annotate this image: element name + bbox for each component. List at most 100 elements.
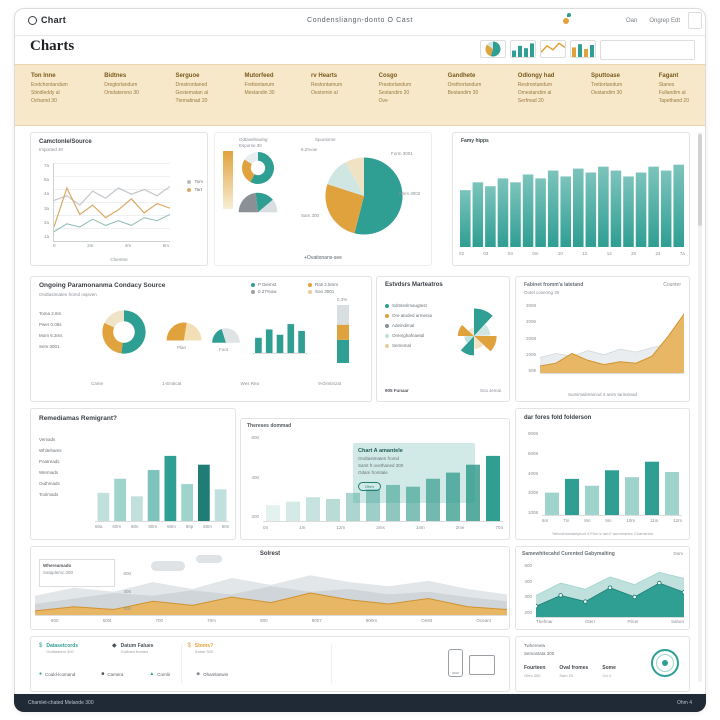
stat-item[interactable]: ◆ Datum Falues Gotham fromes	[112, 643, 153, 654]
category-item[interactable]: Ochamd 30	[31, 98, 57, 104]
category-heading[interactable]: Odlongy had	[517, 73, 555, 79]
category-item[interactable]: Restontamum	[311, 82, 343, 88]
logo-ring-icon	[28, 15, 37, 25]
stat-text: Datum Falues Gotham fromes	[121, 643, 154, 654]
gauge-chart-2	[211, 327, 241, 344]
category-heading[interactable]: Mutorfeed	[244, 73, 274, 79]
category-item[interactable]: Fullandim al	[658, 90, 686, 96]
legend-entry[interactable]: ● Could-lcomand	[39, 671, 75, 677]
chart-thumbnail-3[interactable]	[540, 40, 566, 58]
card-kpi-panorama[interactable]: Ongoing Paramonanma Condacy Source Ondta…	[30, 276, 372, 402]
legend-entry[interactable]: ■ Camera	[101, 671, 123, 677]
card-multi-line[interactable]: Camctonle/Source Imported 30 7a 5a 4a 3a 2a 1…	[30, 132, 208, 266]
scrollbar-thumb[interactable]	[698, 134, 702, 226]
category-item[interactable]: Oestandim 30	[590, 90, 623, 96]
axis-tick-label: Came	[91, 381, 104, 386]
card-teal-histogram[interactable]: Famy hipps 02 03 04 0m 10 12 14 20 24 7a	[452, 132, 690, 266]
stat-item[interactable]: $ Stoms? Same 300	[187, 643, 213, 654]
category-item[interactable]: Drestrontaned	[175, 82, 208, 88]
card-bar-comparison[interactable]: dar fores fold folderson 9008 6008 4008 300…	[515, 408, 690, 540]
category-item[interactable]: Stanes	[658, 82, 675, 88]
category-item[interactable]: Omdaterono 30	[104, 90, 139, 96]
legend-item[interactable]: Adeindimal	[385, 323, 432, 328]
legend-item[interactable]: 0.27%ow	[251, 289, 306, 294]
gauge-label: Foot	[219, 347, 229, 352]
y-axis-ticks: 600 400 200	[119, 571, 131, 611]
legend-entry-label: Camera	[107, 671, 124, 677]
category-item[interactable]: Frettontanum	[244, 82, 275, 88]
card-orange-area[interactable]: Counter Fabinet fromm'a latetand Ootel c…	[515, 276, 690, 402]
header-link-1[interactable]: Oan	[625, 18, 638, 24]
category-item[interactable]: Eretchontandum	[31, 82, 68, 88]
category-item[interactable]: Gestematan al	[175, 90, 208, 96]
category-heading[interactable]: Serguoe	[175, 73, 200, 79]
category-item[interactable]: Oestomin al	[311, 90, 338, 96]
category-item[interactable]: Dregtorlandum	[104, 82, 138, 88]
legend-item[interactable]: Tart	[187, 187, 203, 192]
legend-item[interactable]: Ore atoded armenia	[385, 313, 432, 318]
legend-item[interactable]: Tom	[187, 179, 203, 184]
panel-pill-button[interactable]: Ohm	[358, 482, 381, 491]
card-summary-strip[interactable]: Twhereww Semastata 300 Fourteen Ohm 300 O…	[515, 636, 690, 692]
stat-item[interactable]: $ Datasetcords Ondtastem 300	[39, 643, 78, 654]
legend-item[interactable]: P Diemst	[251, 282, 306, 287]
chart-thumbnail-2[interactable]	[510, 40, 536, 58]
category-heading[interactable]: Sputtoase	[590, 73, 620, 79]
category-item[interactable]: Omestandim al	[517, 90, 552, 96]
stat-label: Datum Falues	[120, 643, 154, 649]
category-heading[interactable]: Bidtnes	[104, 73, 127, 79]
category-item[interactable]: Ttematinad 20	[175, 98, 208, 104]
legend-entry[interactable]: ▲ Comlir	[149, 671, 170, 677]
scrollbar-track[interactable]	[698, 132, 702, 682]
header-link-2[interactable]: Ongrep Edt	[649, 18, 680, 24]
legend-entry[interactable]: ◆ Ohamlanwin	[196, 671, 228, 677]
header-title: Condensliangn-donto O Cast	[307, 17, 413, 24]
category-item[interactable]: Mestandin 30	[244, 90, 275, 96]
stat-text: Stoms? Same 300	[195, 643, 213, 654]
info-box[interactable]: Whereamado Sataplemc 300	[39, 559, 115, 587]
label-row: Sem 3001	[39, 344, 60, 349]
card-legend-strip[interactable]: $ Datasetcords Ondtastem 300 ◆ Datum Fal…	[30, 636, 510, 692]
card-mountain-area[interactable]: Solrest Whereamado Sataplemc 300 600 400 2…	[30, 546, 510, 630]
chart-thumbnail-1[interactable]	[480, 40, 506, 58]
category-item[interactable]: Bestandim 30	[447, 90, 479, 96]
category-heading[interactable]: Fagant	[658, 73, 679, 79]
legend-item[interactable]: Rati 2.5mm	[308, 282, 363, 287]
card-stacked-area[interactable]: Samewhitecahd Curented Gabymalting Dam 6…	[515, 546, 690, 630]
category-item[interactable]: Trettortandum	[590, 82, 623, 88]
category-item[interactable]: Prestorlandum	[378, 82, 412, 88]
axis-tick-label: 0m	[532, 251, 539, 256]
category-item[interactable]: Orethortandum	[447, 82, 482, 88]
category-item[interactable]: Sestandim 20	[378, 90, 410, 96]
card-rose-chart[interactable]: Estvdsrs Marteatros Sdmteslmaugtest Ore …	[376, 276, 510, 402]
legend-item[interactable]: Sdmteslmaugtest	[385, 303, 432, 308]
category-heading[interactable]: Cosgo	[378, 73, 398, 79]
category-heading[interactable]: Gandhete	[447, 73, 476, 79]
axis-tick-label: 2a	[43, 219, 49, 225]
label-row: Samt ft ovethaned 300	[358, 463, 404, 468]
overlay-panel[interactable]: Chart A amantele Ondtastmaten fromd Samt …	[353, 443, 475, 503]
category-heading[interactable]: rv Hearts	[311, 73, 338, 79]
card-pie-gallery[interactable]: Odtaseltowing Esporse 30 Spuntome 6.2%ow…	[214, 132, 432, 266]
legend-item[interactable]: Son 3001	[308, 289, 363, 294]
category-item[interactable]: Tapethand 20	[658, 98, 689, 104]
card-grouped-bars[interactable]: Remediamas Remigrant? Vemads Whitehams Poa…	[30, 408, 236, 540]
stat-icon: ◆	[112, 643, 117, 649]
category-item[interactable]: Restrontandum	[517, 82, 552, 88]
chart-thumbnail-4[interactable]	[570, 40, 596, 58]
legend-item[interactable]: Oremghafnaetal	[385, 333, 432, 338]
header-logo[interactable]: Chart	[28, 15, 66, 25]
search-box[interactable]	[600, 40, 695, 60]
category-column: Ton Inne Eretchontandum Stindleddy al Oc…	[31, 73, 68, 117]
category-item[interactable]: Ove	[378, 98, 388, 104]
profile-box[interactable]	[688, 12, 702, 29]
axis-tick-label: 2ms	[376, 525, 385, 530]
category-item[interactable]: Serfmad 20	[517, 98, 544, 104]
stat-sub: Ondtastem 300	[46, 649, 74, 654]
category-heading[interactable]: Ton Inne	[31, 73, 56, 79]
card-gradient-bars[interactable]: Thereses dommad 600 400 200 Chart A amante…	[240, 418, 510, 540]
category-item[interactable]: Stindleddy al	[31, 90, 60, 96]
legend-item[interactable]: Sememal	[385, 343, 432, 348]
axis-tick-label: 400	[251, 474, 259, 480]
category-column: Odlongy had Restrontandum Omestandim al …	[518, 73, 555, 117]
